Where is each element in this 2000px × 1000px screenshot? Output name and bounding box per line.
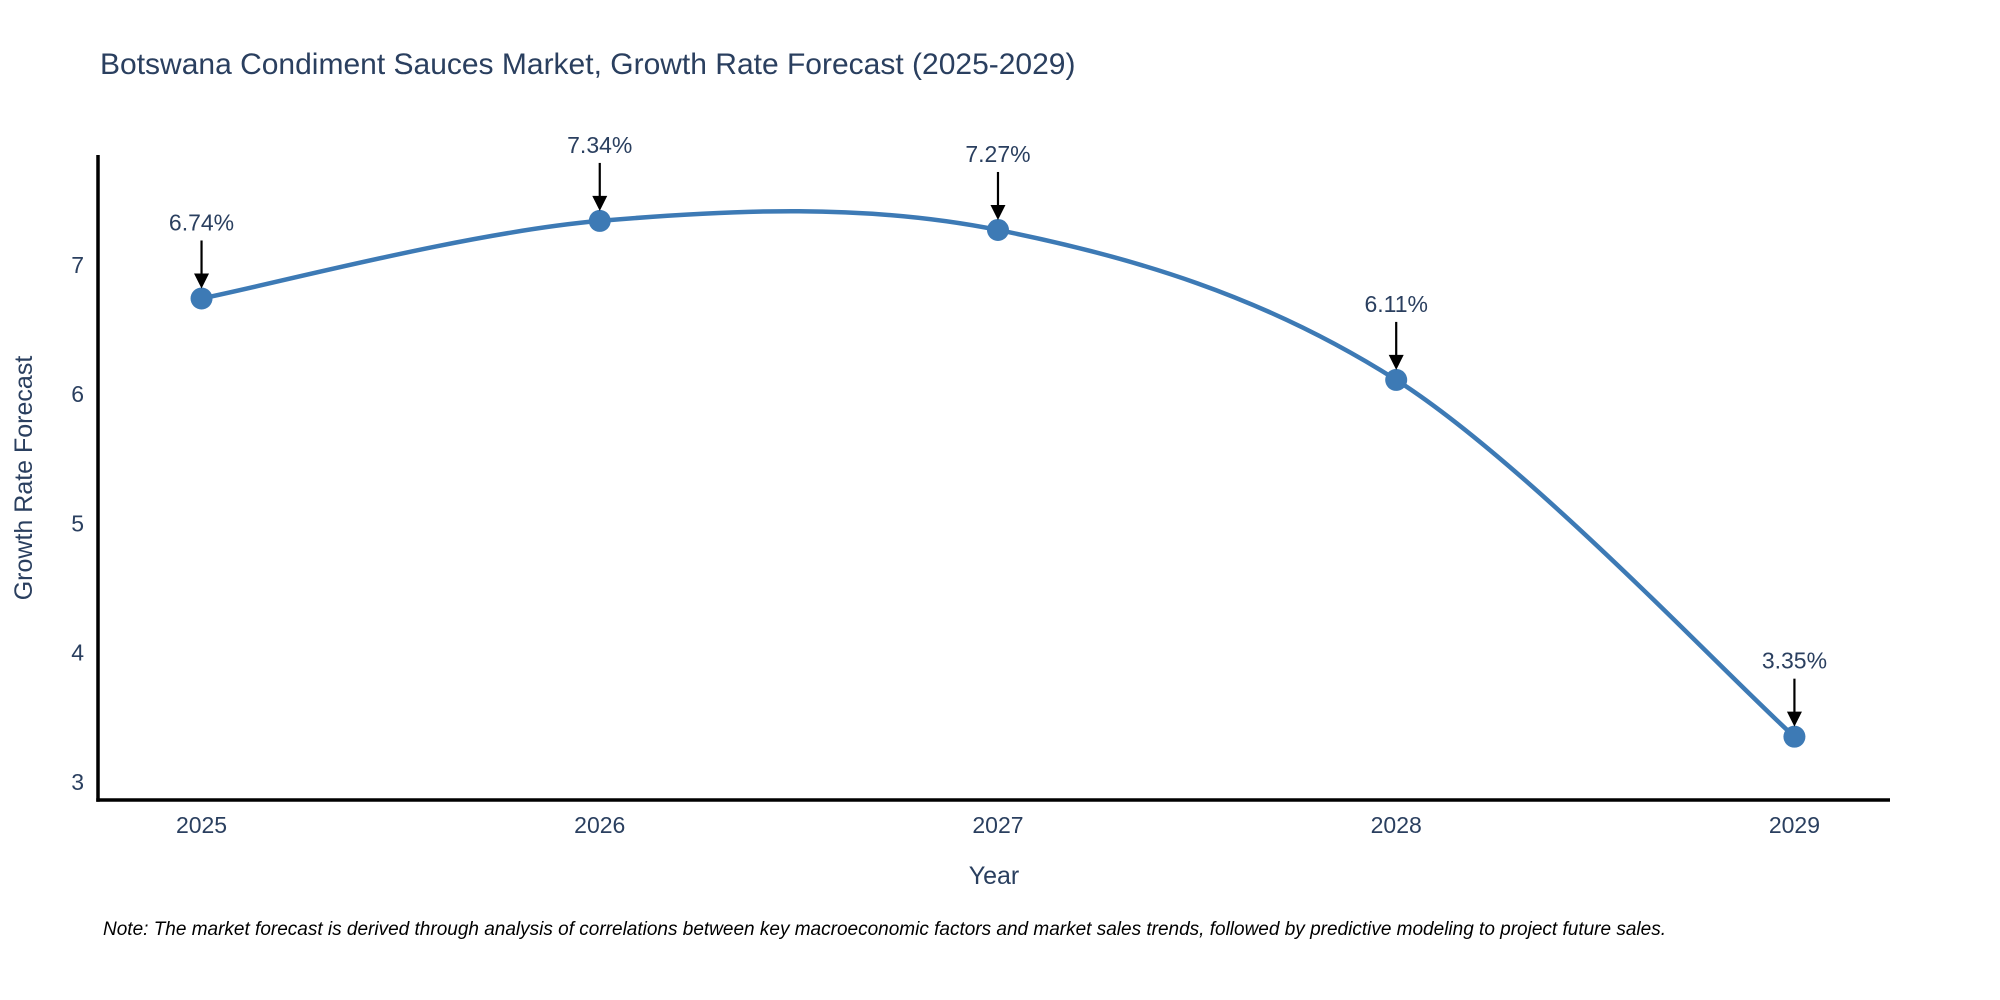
point-value-label: 6.11% — [1364, 291, 1428, 317]
data-point-marker — [190, 287, 213, 310]
data-point-marker — [1783, 725, 1806, 748]
point-value-label: 3.35% — [1762, 648, 1827, 674]
x-axis-tick-labels: 2025 2026 2027 2028 2029 — [176, 812, 1820, 838]
forecast-line — [201, 208, 1796, 739]
x-tick-label: 2025 — [176, 812, 227, 838]
data-point-markers — [190, 209, 1806, 748]
annotation-arrowhead — [1388, 354, 1404, 370]
x-tick-label: 2027 — [972, 812, 1023, 838]
data-point-marker — [986, 218, 1009, 241]
point-value-label: 7.34% — [567, 132, 632, 158]
forecast-line-series — [201, 208, 1796, 739]
y-axis-title: Growth Rate Forecast — [10, 356, 38, 601]
y-tick-label: 5 — [71, 510, 84, 536]
axes — [96, 155, 1890, 802]
point-annotations: 6.74% 7.34% 7.27% 6.11% 3.35% — [169, 132, 1827, 727]
chart-title: Botswana Condiment Sauces Market, Growth… — [100, 48, 1076, 81]
annotation-arrowhead — [592, 195, 608, 211]
annotation-arrowhead — [1786, 711, 1802, 727]
data-point-marker — [1385, 368, 1408, 391]
point-value-label: 6.74% — [169, 209, 234, 235]
x-axis-title: Year — [969, 862, 1020, 890]
y-tick-label: 3 — [71, 769, 84, 795]
y-tick-label: 4 — [71, 640, 84, 666]
y-tick-label: 7 — [71, 252, 84, 278]
annotation-arrowhead — [990, 204, 1006, 220]
y-tick-label: 6 — [71, 381, 84, 407]
footnote: Note: The market forecast is derived thr… — [103, 919, 1666, 940]
annotation-arrowhead — [194, 273, 210, 289]
x-tick-label: 2026 — [574, 812, 625, 838]
data-point-marker — [588, 209, 611, 232]
point-value-label: 7.27% — [965, 141, 1030, 167]
x-tick-label: 2028 — [1371, 812, 1422, 838]
x-tick-label: 2029 — [1769, 812, 1820, 838]
y-axis-tick-labels: 3 4 5 6 7 — [71, 252, 84, 795]
